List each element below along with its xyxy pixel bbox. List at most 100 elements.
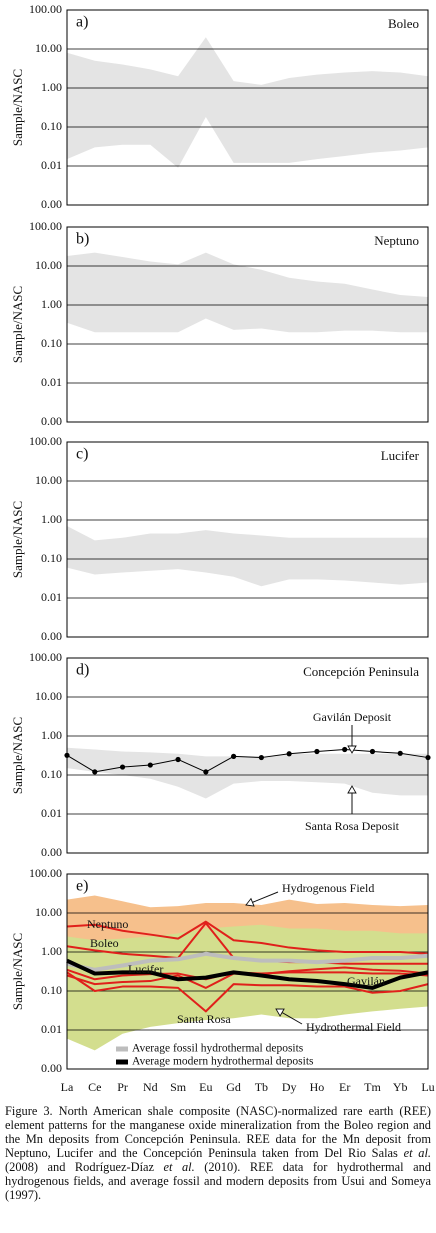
plot-frame bbox=[66, 441, 429, 638]
panel-label: a) bbox=[76, 14, 88, 31]
panel-title: Neptuno bbox=[374, 233, 419, 248]
data-point bbox=[175, 756, 181, 763]
y-tick-label: 10.00 bbox=[35, 905, 62, 919]
y-tick-label: 1.00 bbox=[41, 944, 62, 958]
series-label: Santa Rosa bbox=[177, 1012, 231, 1026]
annotation-arrow bbox=[275, 1008, 303, 1025]
y-axis-label: Sample/NASC bbox=[10, 501, 25, 578]
figure-caption: Figure 3. North American shale composite… bbox=[5, 1104, 431, 1202]
panel-label: b) bbox=[76, 231, 89, 248]
series-line bbox=[66, 971, 429, 1013]
x-tick-label: Dy bbox=[282, 1080, 297, 1094]
series-line bbox=[66, 958, 429, 990]
plot-frame bbox=[66, 9, 429, 206]
y-tick-label: 0.00 bbox=[41, 414, 62, 428]
y-tick-label: 10.00 bbox=[35, 258, 62, 272]
panels: 0.00 0.01 0.10 1.00 10.00 100.00 Sample/NASC a)… bbox=[10, 2, 435, 1094]
caption-text: et al. bbox=[163, 1160, 195, 1174]
y-tick-label: 100.00 bbox=[29, 219, 62, 233]
range-band bbox=[67, 252, 428, 333]
y-tick-label: 0.10 bbox=[41, 983, 62, 997]
data-point bbox=[397, 750, 403, 756]
y-tick-label: 0.00 bbox=[41, 629, 62, 643]
x-tick-label: Tb bbox=[255, 1080, 268, 1094]
x-tick-label: Er bbox=[339, 1080, 350, 1094]
x-tick-label: Gd bbox=[226, 1080, 241, 1094]
series-line bbox=[66, 951, 429, 972]
x-tick-label: La bbox=[61, 1080, 74, 1094]
y-tick-label: 0.01 bbox=[41, 1022, 62, 1036]
y-tick-label: 0.10 bbox=[41, 336, 62, 350]
y-axis-label: Sample/NASC bbox=[10, 69, 25, 146]
plot-frame bbox=[66, 657, 429, 854]
data-point bbox=[231, 753, 237, 759]
data-point bbox=[286, 751, 292, 757]
y-tick-label: 10.00 bbox=[35, 473, 62, 487]
x-tick-label: Lu bbox=[421, 1080, 434, 1094]
y-tick-label: 0.00 bbox=[41, 845, 62, 859]
panel: 0.00 0.01 0.10 1.00 10.00 100.00 Sample/NASC b)… bbox=[10, 219, 429, 428]
panel-label: e) bbox=[76, 878, 88, 895]
y-tick-label: 1.00 bbox=[41, 297, 62, 311]
x-tick-label: Nd bbox=[143, 1080, 158, 1094]
y-tick-label: 0.10 bbox=[41, 551, 62, 565]
legend-label: Average modern hydrothermal deposits bbox=[132, 1056, 314, 1068]
series-line bbox=[66, 920, 429, 955]
panel-title: Lucifer bbox=[381, 448, 420, 463]
panel: 0.00 0.01 0.10 1.00 10.00 100.00 Sample/NASC c)… bbox=[10, 434, 429, 643]
data-point bbox=[203, 769, 209, 775]
x-tick-label: Ho bbox=[310, 1080, 325, 1094]
y-tick-label: 0.00 bbox=[41, 197, 62, 211]
series-label: Neptuno bbox=[87, 917, 128, 931]
panel: 0.00 0.01 0.10 1.00 10.00 100.00 Sample/NASC e)… bbox=[10, 866, 435, 1094]
x-tick-label: Tm bbox=[364, 1080, 381, 1094]
y-tick-label: 0.10 bbox=[41, 767, 62, 781]
x-tick-label: Eu bbox=[199, 1080, 212, 1094]
y-tick-label: 100.00 bbox=[29, 650, 62, 664]
data-point bbox=[119, 764, 126, 770]
data-point bbox=[342, 746, 348, 753]
data-point bbox=[147, 762, 153, 768]
panel: 0.00 0.01 0.10 1.00 10.00 100.00 Sample/NASC a)… bbox=[10, 2, 429, 211]
plot-frame bbox=[66, 226, 429, 423]
panel-label: c) bbox=[76, 446, 88, 463]
panel: 0.00 0.01 0.10 1.00 10.00 100.00 Sample/NASC d)… bbox=[10, 650, 431, 859]
y-tick-label: 100.00 bbox=[29, 2, 62, 16]
caption-text: (2008) and Rodríguez-Díaz bbox=[5, 1160, 164, 1174]
y-tick-label: 0.01 bbox=[41, 375, 62, 389]
panel-title: Concepción Peninsula bbox=[303, 664, 419, 679]
data-point bbox=[258, 754, 264, 761]
band-label: Santa Rosa Deposit bbox=[305, 819, 400, 833]
data-point bbox=[92, 769, 98, 775]
y-tick-label: 0.01 bbox=[41, 590, 62, 604]
y-tick-label: 0.01 bbox=[41, 806, 62, 820]
y-tick-label: 10.00 bbox=[35, 41, 62, 55]
y-axis-label: Sample/NASC bbox=[10, 933, 25, 1010]
y-axis-label: Sample/NASC bbox=[10, 717, 25, 794]
data-point bbox=[369, 748, 376, 755]
series-label: Gavilán bbox=[347, 974, 385, 988]
panel-label: d) bbox=[76, 662, 89, 679]
band-label: Hydrogenous Field bbox=[282, 881, 374, 895]
series-label: Boleo bbox=[90, 936, 119, 950]
range-band bbox=[67, 526, 428, 587]
data-point bbox=[314, 748, 320, 755]
y-axis-label: Sample/NASC bbox=[10, 286, 25, 363]
band-label: Hydrothermal Field bbox=[306, 1020, 401, 1034]
series-line bbox=[66, 749, 429, 773]
series-label: Lucifer bbox=[128, 962, 163, 976]
legend-label: Average fossil hydrothermal deposits bbox=[132, 1043, 304, 1055]
y-tick-label: 1.00 bbox=[41, 80, 62, 94]
annotation-arrow bbox=[245, 891, 279, 907]
y-tick-label: 0.10 bbox=[41, 119, 62, 133]
legend-swatch bbox=[116, 1046, 128, 1052]
y-tick-label: 1.00 bbox=[41, 512, 62, 526]
caption-text: Figure 3. North American shale composite… bbox=[5, 1104, 431, 1160]
y-tick-label: 10.00 bbox=[35, 689, 62, 703]
x-tick-label: Ce bbox=[88, 1080, 101, 1094]
range-band bbox=[67, 37, 428, 168]
y-tick-label: 100.00 bbox=[29, 866, 62, 880]
x-tick-label: Pr bbox=[117, 1080, 128, 1094]
series-label: Gavilán Deposit bbox=[313, 710, 392, 724]
y-tick-label: 0.00 bbox=[41, 1061, 62, 1075]
